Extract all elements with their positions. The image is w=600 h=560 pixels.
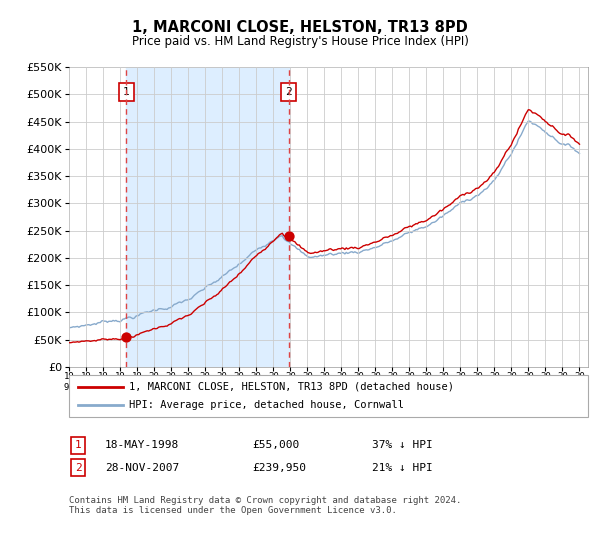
Point <box>284 232 293 241</box>
Text: 1: 1 <box>123 87 130 97</box>
Text: £55,000: £55,000 <box>252 440 299 450</box>
Text: 37% ↓ HPI: 37% ↓ HPI <box>372 440 433 450</box>
Text: 18-MAY-1998: 18-MAY-1998 <box>105 440 179 450</box>
Text: £239,950: £239,950 <box>252 463 306 473</box>
Text: 1, MARCONI CLOSE, HELSTON, TR13 8PD (detached house): 1, MARCONI CLOSE, HELSTON, TR13 8PD (det… <box>129 382 454 392</box>
Text: 1, MARCONI CLOSE, HELSTON, TR13 8PD: 1, MARCONI CLOSE, HELSTON, TR13 8PD <box>132 20 468 35</box>
Text: 2: 2 <box>286 87 292 97</box>
Point <box>122 333 131 342</box>
Text: Price paid vs. HM Land Registry's House Price Index (HPI): Price paid vs. HM Land Registry's House … <box>131 35 469 48</box>
Text: 2: 2 <box>75 463 82 473</box>
Text: 1: 1 <box>75 440 82 450</box>
Text: 28-NOV-2007: 28-NOV-2007 <box>105 463 179 473</box>
Text: Contains HM Land Registry data © Crown copyright and database right 2024.
This d: Contains HM Land Registry data © Crown c… <box>69 496 461 515</box>
Text: 21% ↓ HPI: 21% ↓ HPI <box>372 463 433 473</box>
Bar <box>127 67 289 367</box>
Text: HPI: Average price, detached house, Cornwall: HPI: Average price, detached house, Corn… <box>129 400 404 410</box>
